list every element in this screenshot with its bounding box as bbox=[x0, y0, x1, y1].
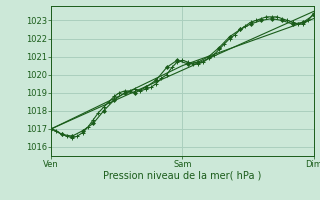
X-axis label: Pression niveau de la mer( hPa ): Pression niveau de la mer( hPa ) bbox=[103, 171, 261, 181]
